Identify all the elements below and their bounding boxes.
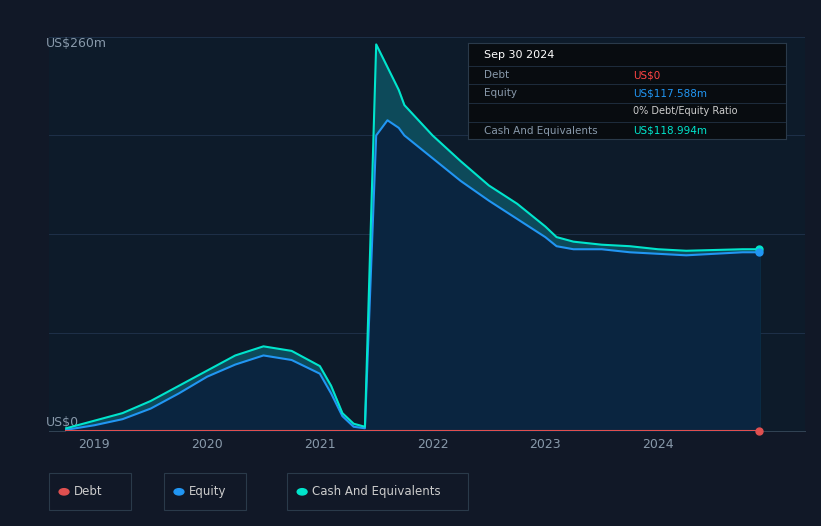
- Text: US$260m: US$260m: [45, 37, 107, 50]
- Text: US$117.588m: US$117.588m: [634, 88, 708, 98]
- Text: Debt: Debt: [484, 70, 510, 80]
- Text: Sep 30 2024: Sep 30 2024: [484, 49, 555, 59]
- Point: [753, 248, 766, 257]
- Point: [753, 245, 766, 254]
- Text: Debt: Debt: [74, 485, 103, 498]
- Text: US$0: US$0: [634, 70, 661, 80]
- Text: Cash And Equivalents: Cash And Equivalents: [484, 126, 598, 136]
- Text: Equity: Equity: [484, 88, 517, 98]
- Point: [753, 427, 766, 436]
- Text: Cash And Equivalents: Cash And Equivalents: [312, 485, 441, 498]
- Text: Equity: Equity: [189, 485, 227, 498]
- Text: US$0: US$0: [45, 417, 79, 429]
- Text: 0% Debt/Equity Ratio: 0% Debt/Equity Ratio: [634, 106, 738, 116]
- Text: US$118.994m: US$118.994m: [634, 126, 708, 136]
